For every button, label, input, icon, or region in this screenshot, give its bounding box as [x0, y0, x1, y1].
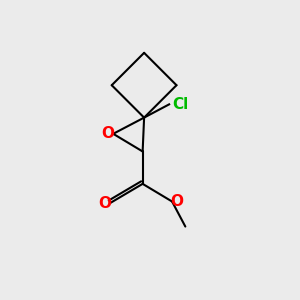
- Text: Cl: Cl: [173, 97, 189, 112]
- Text: O: O: [98, 196, 111, 211]
- Text: O: O: [101, 126, 114, 141]
- Text: O: O: [170, 194, 183, 209]
